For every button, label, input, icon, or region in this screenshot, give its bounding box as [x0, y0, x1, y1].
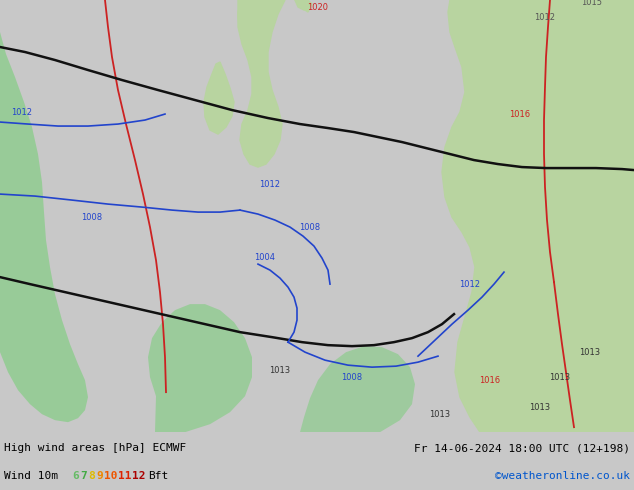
Text: Wind 10m: Wind 10m — [4, 471, 58, 481]
Text: 11: 11 — [118, 471, 131, 481]
Text: High wind areas [hPa] ECMWF: High wind areas [hPa] ECMWF — [4, 443, 186, 453]
Text: 10: 10 — [104, 471, 117, 481]
Text: Fr 14-06-2024 18:00 UTC (12+198): Fr 14-06-2024 18:00 UTC (12+198) — [414, 443, 630, 453]
Polygon shape — [204, 62, 234, 134]
Polygon shape — [238, 0, 285, 167]
Text: 1004: 1004 — [254, 253, 276, 262]
Text: 8: 8 — [88, 471, 94, 481]
Text: ©weatheronline.co.uk: ©weatheronline.co.uk — [495, 471, 630, 481]
Polygon shape — [295, 0, 308, 10]
Text: 1012: 1012 — [259, 179, 280, 189]
Polygon shape — [515, 0, 634, 217]
Text: 1016: 1016 — [510, 110, 531, 119]
Text: 1008: 1008 — [342, 373, 363, 382]
Text: 1008: 1008 — [299, 222, 321, 232]
Polygon shape — [300, 346, 415, 432]
Polygon shape — [0, 0, 88, 422]
Polygon shape — [442, 0, 634, 432]
Polygon shape — [238, 0, 268, 42]
Text: 1013: 1013 — [429, 410, 451, 418]
Text: 9: 9 — [96, 471, 103, 481]
Text: 1016: 1016 — [479, 376, 501, 385]
Text: 1008: 1008 — [81, 213, 103, 221]
Polygon shape — [148, 304, 252, 432]
Polygon shape — [494, 112, 515, 164]
Text: Bft: Bft — [148, 471, 168, 481]
Text: 1012: 1012 — [534, 13, 555, 22]
Text: 1012: 1012 — [460, 280, 481, 289]
Text: 1013: 1013 — [529, 403, 550, 412]
Text: 1013: 1013 — [550, 373, 571, 382]
Text: 1013: 1013 — [269, 366, 290, 375]
Text: 12: 12 — [132, 471, 145, 481]
Text: 1020: 1020 — [307, 2, 328, 11]
Text: 7: 7 — [80, 471, 87, 481]
Text: 1015: 1015 — [581, 0, 602, 6]
Text: 6: 6 — [72, 471, 79, 481]
Text: 1012: 1012 — [11, 107, 32, 117]
Polygon shape — [295, 0, 312, 12]
Text: 1013: 1013 — [579, 347, 600, 357]
